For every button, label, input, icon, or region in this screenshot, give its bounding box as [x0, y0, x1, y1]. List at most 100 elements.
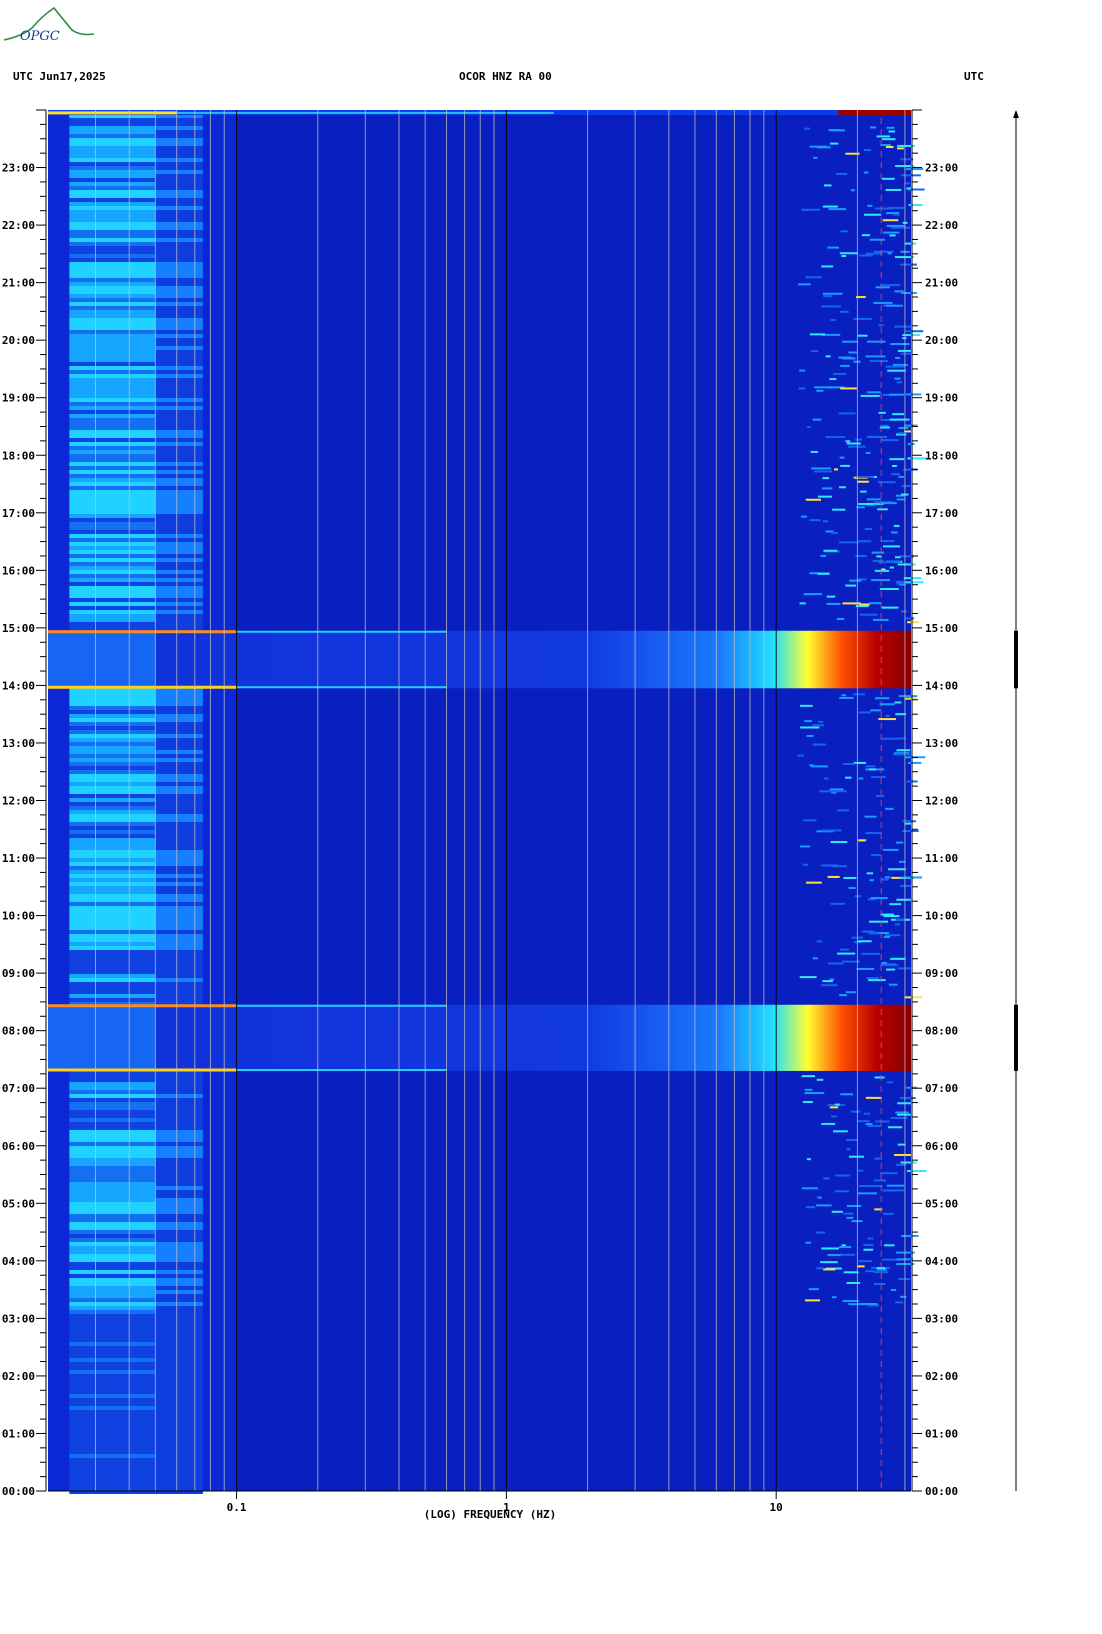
low-band-row [155, 1118, 203, 1122]
low-band-row [155, 734, 203, 738]
hf-speckle [806, 881, 822, 884]
low-band-row [155, 194, 203, 198]
hf-speckle [894, 377, 901, 380]
low-band-row [69, 1370, 156, 1374]
hf-speckle [867, 1237, 874, 1240]
hf-speckle [900, 158, 914, 161]
low-band-row [69, 258, 156, 262]
low-band-row [69, 1110, 156, 1114]
low-band-row [155, 442, 203, 446]
hf-speckle [829, 1106, 839, 1109]
low-band-row [69, 434, 156, 438]
low-band-row [69, 118, 156, 122]
low-band-row [155, 886, 203, 890]
hf-speckle [846, 442, 861, 445]
hf-speckle [866, 977, 879, 980]
hf-speckle [905, 617, 915, 620]
hf-speckle [813, 470, 833, 473]
hf-speckle [895, 918, 906, 921]
hf-speckle [826, 602, 841, 605]
low-band-row [155, 806, 203, 810]
hf-speckle [864, 527, 873, 530]
hf-speckle [878, 411, 886, 414]
hf-speckle [799, 369, 806, 372]
hf-speckle [858, 711, 871, 714]
low-band-row [155, 1098, 203, 1102]
hf-speckle [866, 498, 881, 501]
hf-speckle [906, 187, 912, 190]
low-band-row [155, 778, 203, 782]
hf-speckle [883, 915, 900, 918]
ofgc-logo-icon: OPGC [3, 6, 95, 44]
hf-speckle [857, 1265, 865, 1268]
low-band-row [155, 1278, 203, 1282]
low-band-row [69, 922, 156, 926]
y-tick-label-left: 01:00 [2, 1427, 35, 1440]
y-tick-label-left: 05:00 [2, 1197, 35, 1210]
low-band-row [69, 998, 156, 1002]
hf-speckle [822, 980, 833, 983]
low-band-row [155, 554, 203, 558]
low-band-row [69, 790, 156, 794]
low-band-row [155, 210, 203, 214]
y-tick-label-right: 17:00 [925, 507, 958, 520]
hf-speckle [855, 296, 866, 299]
low-band-row [155, 418, 203, 422]
hf-speckle [867, 340, 886, 343]
y-tick-label-left: 22:00 [2, 219, 35, 232]
hf-speckle [886, 212, 900, 215]
hf-speckle [830, 902, 845, 905]
low-band-row [155, 1318, 203, 1322]
hf-speckle [869, 360, 888, 363]
hf-speckle [904, 242, 917, 245]
low-band-row [155, 162, 203, 166]
hf-speckle [836, 618, 845, 621]
hf-speckle [842, 340, 858, 343]
hf-speckle [858, 503, 874, 506]
low-band-row [155, 1434, 203, 1438]
low-band-row [155, 318, 203, 322]
hf-speckle [871, 579, 891, 582]
low-band-row [155, 802, 203, 806]
hf-speckle [803, 593, 823, 596]
low-band-row [155, 274, 203, 278]
hf-speckle [888, 983, 898, 986]
hf-speckle [896, 841, 904, 844]
low-band-row [69, 1458, 156, 1462]
hf-speckle [883, 1212, 894, 1215]
low-band-row [155, 814, 203, 818]
low-band-row [155, 1310, 203, 1314]
low-band-row [69, 858, 156, 862]
hf-speckle [810, 350, 819, 353]
hf-speckle [888, 130, 895, 133]
hf-speckle [817, 1196, 822, 1199]
hf-speckle [900, 352, 912, 355]
hf-speckle [810, 450, 819, 453]
low-band-row [155, 486, 203, 490]
low-band-row [69, 534, 156, 538]
hf-speckle [841, 694, 846, 697]
low-band-row [69, 974, 156, 978]
low-band-row [155, 894, 203, 898]
hf-speckle [869, 238, 885, 241]
hf-speckle [801, 208, 820, 211]
low-band-row [155, 918, 203, 922]
low-band-row [69, 626, 156, 630]
x-tick-label: 10 [770, 1501, 783, 1514]
low-band-row [69, 526, 156, 530]
y-tick-label-right: 12:00 [925, 795, 958, 808]
low-band-row [155, 830, 203, 834]
hf-speckle [816, 146, 831, 149]
low-band-row [155, 978, 203, 982]
low-band-row [155, 718, 203, 722]
low-band-row [155, 534, 203, 538]
low-band-row [69, 1346, 156, 1350]
hf-speckle [895, 556, 901, 559]
low-band-row [155, 770, 203, 774]
hf-speckle [850, 189, 855, 192]
low-band-row [69, 694, 156, 698]
hf-speckle [824, 777, 829, 780]
hf-speckle [895, 1163, 907, 1166]
low-band-row [69, 210, 156, 214]
hf-speckle [898, 737, 907, 740]
